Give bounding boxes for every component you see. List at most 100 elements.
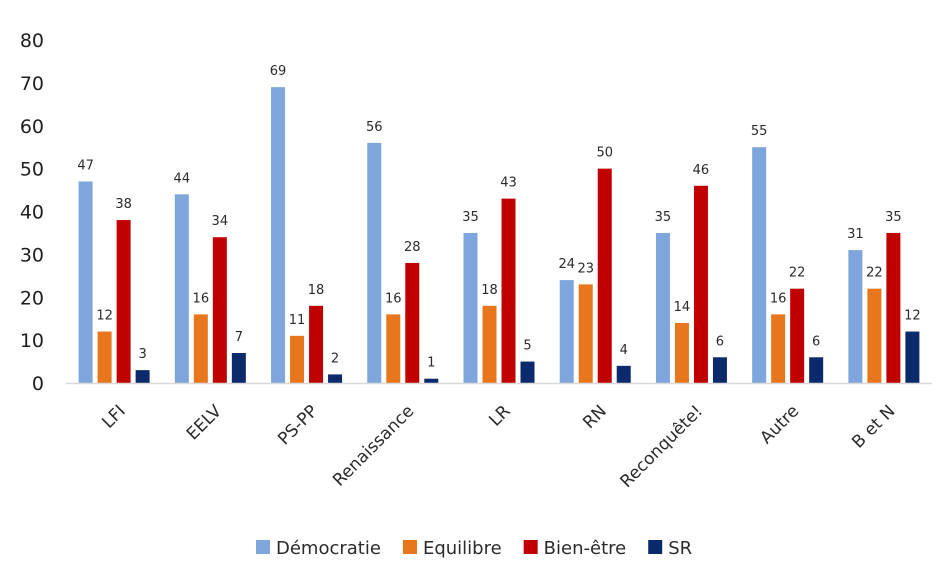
bar-bien-tre-lfi [116,220,131,383]
data-label: 1 [427,356,435,371]
legend-item-equilibre: Equilibre [402,538,502,559]
bar-bien-tre-reconqu-te- [693,185,708,383]
bar-equilibre-renaissance [386,314,401,383]
data-label: 12 [904,309,921,324]
y-tick-label: 60 [20,116,44,138]
bar-sr-eelv [231,352,246,383]
legend-item-d-mocratie: Démocratie [256,538,381,559]
bar-equilibre-rn [578,284,593,383]
data-label: 56 [366,120,383,135]
x-tick-label: LR [485,401,514,430]
y-tick-label: 0 [32,373,44,395]
data-label: 47 [77,158,94,173]
bar-d-mocratie-eelv [174,194,189,383]
bar-d-mocratie-lr [463,232,478,383]
data-label: 5 [523,339,531,354]
data-label: 69 [270,64,287,79]
x-tick-label: PS-PP [274,401,322,449]
data-label: 22 [789,266,806,281]
y-tick-label: 30 [20,244,44,266]
data-label: 11 [289,313,306,328]
bar-sr-lfi [135,370,150,383]
x-tick-label: Reconquête! [616,401,707,492]
y-tick-label: 40 [20,202,44,224]
x-tick-label: B et N [848,401,899,452]
data-label: 55 [751,124,768,139]
data-label: 31 [847,227,864,242]
data-label: 16 [385,291,402,306]
data-label: 7 [235,330,243,345]
bar-sr-renaissance [424,378,439,383]
bar-equilibre-lfi [97,331,112,383]
bar-sr-autre [809,357,824,383]
legend-swatch [523,540,538,554]
bar-equilibre-ps-pp [290,335,305,383]
bar-bien-tre-ps-pp [309,305,324,383]
bar-sr-rn [616,365,631,383]
legend-label: SR [668,538,692,559]
data-label: 35 [462,210,479,225]
bar-sr-reconqu-te- [712,357,727,383]
data-label: 12 [96,309,113,324]
bar-equilibre-reconqu-te- [674,322,689,383]
bar-bien-tre-b-et-n [886,232,901,383]
bar-d-mocratie-reconqu-te- [655,232,670,383]
bar-d-mocratie-lfi [78,181,93,383]
bar-sr-lr [520,361,535,383]
x-axis: LFI EELV PS-PP Renaissance LR RN Reconquête! Au… [66,382,932,492]
bar-equilibre-b-et-n [867,288,882,383]
data-label: 35 [885,210,902,225]
bar-bien-tre-lr [501,198,516,383]
data-label: 14 [674,300,691,315]
y-tick-label: 20 [20,287,44,309]
bar-d-mocratie-rn [559,280,574,383]
y-tick-label: 70 [20,73,44,95]
legend-label: Bien-être [544,538,627,559]
data-label: 46 [693,163,710,178]
x-tick-label: Autre [756,401,803,448]
bar-d-mocratie-renaissance [367,142,382,383]
data-label: 6 [812,334,820,349]
bar-d-mocratie-ps-pp [271,87,286,383]
bar-equilibre-eelv [193,314,208,383]
bar-d-mocratie-b-et-n [848,250,863,383]
bar-sr-b-et-n [905,331,920,383]
data-label: 16 [193,291,210,306]
legend-swatch [648,540,663,554]
data-label: 50 [596,146,613,161]
data-label: 28 [404,240,421,255]
data-label: 6 [716,334,724,349]
data-label: 22 [866,266,883,281]
bar-equilibre-lr [482,305,497,383]
bar-bien-tre-eelv [212,237,227,383]
bar-sr-ps-pp [328,374,343,383]
legend-label: Equilibre [423,538,502,559]
y-tick-label: 50 [20,159,44,181]
bar-equilibre-autre [771,314,786,383]
bar-bien-tre-renaissance [405,262,420,383]
bar-d-mocratie-autre [752,147,767,383]
legend-label: Démocratie [276,538,381,559]
y-tick-label: 10 [20,330,44,352]
bars [78,87,920,383]
x-tick-label: Renaissance [329,401,418,490]
bar-bien-tre-rn [597,168,612,383]
data-label: 23 [577,261,594,276]
legend-swatch [256,540,270,554]
x-tick-label: RN [579,401,610,432]
bar-bien-tre-autre [790,288,805,383]
data-label: 18 [481,283,498,298]
data-label: 35 [655,210,672,225]
data-label: 38 [115,197,132,212]
data-label: 16 [770,291,787,306]
data-label: 43 [500,176,517,191]
legend: Démocratie Equilibre Bien-être SR [256,538,692,559]
x-tick-label: LFI [98,401,129,432]
legend-swatch [402,540,417,554]
data-label: 24 [558,257,575,272]
legend-item-sr: SR [648,538,692,559]
data-label: 4 [620,343,628,358]
